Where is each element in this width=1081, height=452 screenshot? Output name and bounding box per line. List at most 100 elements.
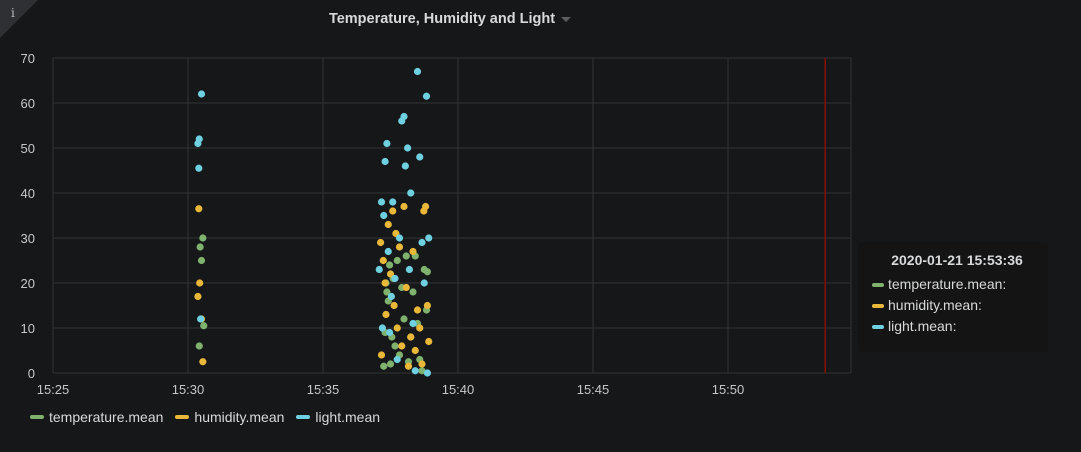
y-tick-label: 0 xyxy=(28,366,35,381)
panel-info-corner[interactable] xyxy=(0,0,38,38)
tooltip-row-label: temperature.mean: xyxy=(888,276,1007,292)
data-point xyxy=(425,234,433,242)
data-point xyxy=(411,367,419,375)
data-point xyxy=(395,243,404,251)
data-point xyxy=(401,162,409,170)
tooltip-row-label: humidity.mean: xyxy=(888,297,982,313)
data-point xyxy=(195,135,203,143)
legend-item-temperature[interactable]: temperature.mean xyxy=(30,409,163,425)
tooltip-time: 2020-01-21 15:53:36 xyxy=(891,252,1023,268)
data-point xyxy=(197,256,206,265)
data-point xyxy=(377,198,386,206)
legend-label: temperature.mean xyxy=(49,409,164,425)
data-point xyxy=(375,265,383,274)
data-point xyxy=(386,261,394,269)
data-point xyxy=(381,157,389,166)
y-tick-label: 50 xyxy=(21,141,35,156)
data-point xyxy=(407,333,415,341)
data-point xyxy=(420,279,428,287)
data-point xyxy=(386,360,395,368)
tooltip-row-light: light.mean: xyxy=(872,316,1034,337)
series-color-swatch xyxy=(872,303,884,308)
data-point xyxy=(195,164,203,172)
y-tick-label: 10 xyxy=(21,321,35,336)
data-point xyxy=(199,358,207,366)
data-point xyxy=(416,153,424,161)
data-point xyxy=(389,207,397,215)
data-point xyxy=(400,315,408,323)
data-point xyxy=(391,342,399,350)
data-point xyxy=(384,247,392,256)
data-point xyxy=(425,337,433,346)
y-tick-label: 30 xyxy=(21,231,35,246)
series-color-swatch xyxy=(175,415,190,419)
legend-item-humidity[interactable]: humidity.mean xyxy=(175,409,284,425)
data-point xyxy=(418,238,426,247)
data-point xyxy=(380,211,388,220)
data-point xyxy=(199,234,207,242)
data-point xyxy=(416,324,424,332)
data-point xyxy=(398,342,406,350)
data-point xyxy=(382,310,390,319)
legend-label: humidity.mean xyxy=(194,409,285,425)
data-point xyxy=(402,252,410,260)
data-point xyxy=(200,322,208,330)
data-point xyxy=(383,288,391,296)
data-point xyxy=(404,362,413,370)
data-point xyxy=(405,265,413,274)
data-point xyxy=(423,268,431,276)
data-point xyxy=(384,220,392,229)
data-point xyxy=(379,256,387,265)
tooltip-row-temperature: temperature.mean: xyxy=(872,274,1034,295)
data-point xyxy=(196,243,204,251)
data-point xyxy=(422,92,431,100)
tooltip-row-label: light.mean: xyxy=(888,318,957,334)
data-point xyxy=(402,283,410,292)
tooltip-row-humidity: humidity.mean: xyxy=(872,295,1034,316)
info-icon[interactable]: i xyxy=(11,6,15,20)
legend-item-light[interactable]: light.mean xyxy=(296,409,380,425)
y-tick-label: 70 xyxy=(21,51,35,66)
hover-tooltip: 2020-01-21 15:53:36 temperature.mean: hu… xyxy=(858,242,1048,352)
data-point xyxy=(418,367,426,375)
panel-title-text: Temperature, Humidity and Light xyxy=(328,11,556,27)
data-point xyxy=(400,112,408,121)
data-point xyxy=(411,346,419,355)
data-point xyxy=(387,292,395,301)
series-color-swatch xyxy=(30,415,44,419)
data-point xyxy=(393,256,401,265)
data-point xyxy=(386,328,394,337)
y-tick-label: 60 xyxy=(21,96,35,111)
data-point xyxy=(409,247,417,256)
data-point xyxy=(409,319,417,328)
x-tick-label: 15:40 xyxy=(442,382,475,397)
y-tick-label: 20 xyxy=(21,276,35,291)
data-point xyxy=(197,90,206,98)
data-point xyxy=(386,270,395,278)
data-point xyxy=(389,198,397,206)
data-point xyxy=(381,279,389,287)
data-point xyxy=(395,234,404,242)
series-color-swatch xyxy=(296,415,311,419)
data-point xyxy=(393,355,401,364)
data-point xyxy=(197,315,205,323)
data-point xyxy=(377,238,385,247)
x-tick-label: 15:50 xyxy=(712,382,745,397)
x-tick-label: 15:35 xyxy=(307,382,340,397)
data-point xyxy=(413,306,422,314)
data-point xyxy=(383,139,391,148)
chevron-down-icon xyxy=(561,16,572,22)
data-point xyxy=(378,324,386,332)
y-tick-label: 40 xyxy=(21,186,35,201)
panel-title[interactable]: Temperature, Humidity and Light xyxy=(0,11,900,27)
data-point xyxy=(422,202,430,211)
data-point xyxy=(407,189,415,197)
data-point xyxy=(393,324,401,332)
x-tick-label: 15:45 xyxy=(577,382,610,397)
series-color-swatch xyxy=(872,282,884,287)
x-tick-label: 15:30 xyxy=(172,382,205,397)
data-point xyxy=(423,369,431,377)
data-point xyxy=(409,288,417,296)
